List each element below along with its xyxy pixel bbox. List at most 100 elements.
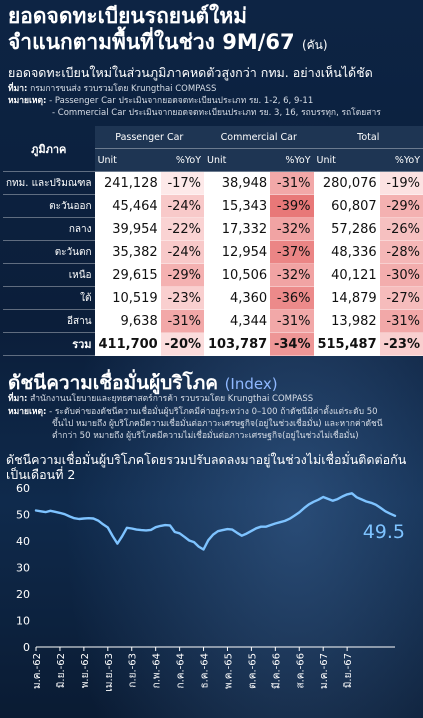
x-tick-label: มิ.ย.-67 <box>343 653 354 688</box>
data-point <box>308 503 310 506</box>
y-axis: 0 10 20 30 40 50 60 <box>16 482 395 654</box>
data-point <box>111 535 114 537</box>
pc-unit-cell: 29,615 <box>94 263 161 287</box>
data-point <box>231 528 234 531</box>
data-point <box>92 517 95 520</box>
page-title-line2-text: จำแนกตามพื้นที่ในช่วง 9M/67 <box>8 30 295 54</box>
data-point <box>370 502 372 504</box>
source2-line: ที่มา: สำนักงานนโยบายและยุทธศาสตร์การค้า… <box>8 394 313 405</box>
region-cell: เหนือ <box>3 263 95 287</box>
note2-line2: ขึ้นไป หมายถึง ผู้บริโภคมีความเชื่อมั่นต… <box>52 419 383 429</box>
note-label: หมายเหตุ: <box>8 96 47 106</box>
end-value-label: 49.5 <box>363 521 405 543</box>
cc-yoy-cell: -32% <box>270 217 314 241</box>
table-row: รวม 411,700 -20% 103,787 -34% 515,487 -23% <box>3 332 423 356</box>
region-cell: กทม. และปริมณฑล <box>3 171 95 195</box>
page-title-line1: ยอดจดทะเบียนรถยนต์ใหม่ <box>8 4 248 28</box>
table-row: ตะวันออก 45,464 -24% 15,343 -39% 60,807 -29% <box>3 194 423 218</box>
total-unit-cell: 13,982 <box>313 309 380 333</box>
note2-label: หมายเหตุ: <box>8 407 47 417</box>
data-point <box>360 498 363 501</box>
total-yoy-cell: -30% <box>379 263 423 287</box>
unit-header: Unit <box>313 148 380 172</box>
yoy-header: %YoY <box>379 148 423 172</box>
pc-yoy-cell: -29% <box>160 263 205 287</box>
source-label: ที่มา: <box>8 84 28 94</box>
data-point <box>49 510 52 512</box>
data-point <box>178 532 181 535</box>
data-point <box>375 503 377 506</box>
data-point <box>183 536 186 538</box>
data-point <box>341 495 344 498</box>
data-point <box>107 526 109 529</box>
pc-yoy-cell: -17% <box>160 171 205 195</box>
source-text: กรมการขนส่ง รวบรวมโดย Krungthai COMPASS <box>30 84 217 94</box>
data-point <box>236 532 238 534</box>
note-line1: หมายเหตุ: - Passenger Car ประเมินจากยอดจ… <box>8 96 313 107</box>
data-point <box>298 511 301 514</box>
table-row: กทม. และปริมณฑล 241,128 -17% 38,948 -31% 280,… <box>3 171 423 195</box>
total-yoy-cell: -27% <box>379 286 423 310</box>
y-tick-label: 60 <box>16 482 30 495</box>
region-cell: ตะวันออก <box>3 194 95 218</box>
data-point <box>394 515 396 517</box>
data-point <box>245 532 248 535</box>
page-title-line2: จำแนกตามพื้นที่ในช่วง 9M/67 (คัน) <box>8 30 328 57</box>
x-tick-label: ม.ค.-62 <box>32 653 43 689</box>
pc-unit-cell: 45,464 <box>94 194 161 218</box>
region-cell: อีสาน <box>3 309 95 333</box>
data-point <box>355 496 358 499</box>
x-tick-label: มิ.ย.-62 <box>56 653 67 688</box>
pc-unit-cell: 35,382 <box>94 240 161 264</box>
data-point <box>226 528 229 530</box>
data-point <box>83 517 85 520</box>
series-line <box>34 492 397 551</box>
pc-yoy-cell: -20% <box>160 332 205 356</box>
table-header-units: Unit %YoY Unit %YoY Unit %YoY <box>3 148 423 172</box>
cc-yoy-cell: -31% <box>270 309 314 333</box>
data-point <box>197 545 200 548</box>
note-line2: - Commercial Car ประเมินจากยอดจดทะเบียนป… <box>52 108 381 118</box>
yoy-header: %YoY <box>160 148 205 172</box>
x-tick-label: เม.ย.-63 <box>104 653 115 692</box>
cc-unit-cell: 15,343 <box>204 194 271 218</box>
x-tick-label: ธ.ค.-64 <box>200 653 211 688</box>
data-point <box>322 496 325 498</box>
total-unit-cell: 14,879 <box>313 286 380 310</box>
chart-title: ดัชนีความเชื่อมั่นผู้บริโภคโดยรวมปรับลดล… <box>6 452 407 482</box>
region-cell: รวม <box>3 332 95 356</box>
pc-yoy-cell: -24% <box>160 194 205 218</box>
table-body: กทม. และปริมณฑล 241,128 -17% 38,948 -31% 280,… <box>3 171 423 356</box>
table-row: เหนือ 29,615 -29% 10,506 -32% 40,121 -30% <box>3 263 423 287</box>
data-point <box>68 515 71 518</box>
group-commercial-car: Commercial Car <box>204 126 314 149</box>
total-yoy-cell: -26% <box>379 217 423 241</box>
data-point <box>269 524 272 526</box>
x-tick-label: ต.ค.-65 <box>247 653 258 689</box>
total-unit-cell: 515,487 <box>313 332 380 356</box>
group-passenger-car: Passenger Car <box>94 126 205 149</box>
data-point <box>169 524 171 527</box>
series-points <box>35 492 396 551</box>
x-tick-label: มี.ค.-66 <box>270 653 282 689</box>
data-point <box>317 498 320 501</box>
total-yoy-cell: -29% <box>379 194 423 218</box>
data-point <box>351 492 353 495</box>
data-point <box>159 525 162 527</box>
total-unit-cell: 60,807 <box>313 194 380 218</box>
data-point <box>188 539 190 542</box>
total-yoy-cell: -23% <box>379 332 423 356</box>
table-header-groups: ภูมิภาค Passenger Car Commercial Car Tot… <box>3 126 423 172</box>
unit-header: Unit <box>204 148 271 172</box>
source2-text: สำนักงานนโยบายและยุทธศาสตร์การค้า รวบรวม… <box>30 394 314 404</box>
data-point <box>327 498 329 500</box>
pc-unit-cell: 39,954 <box>94 217 161 241</box>
data-point <box>174 531 176 533</box>
data-point <box>87 517 90 519</box>
total-yoy-cell: -28% <box>379 240 423 264</box>
source-line: ที่มา: กรมการขนส่ง รวบรวมโดย Krungthai C… <box>8 84 216 95</box>
table-row: อีสาน 9,638 -31% 4,344 -31% 13,982 -31% <box>3 309 423 333</box>
data-point <box>221 529 224 531</box>
data-point <box>212 533 214 536</box>
cc-unit-cell: 17,332 <box>204 217 271 241</box>
